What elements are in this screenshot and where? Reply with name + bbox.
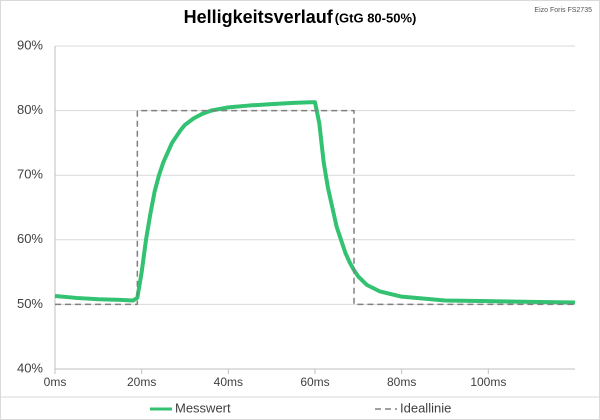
chart-subtitle: (GtG 80-50%) xyxy=(335,10,417,25)
series-line xyxy=(55,109,575,306)
annotation: Eizo Foris FS2735 xyxy=(534,7,592,14)
y-tick-label: 50% xyxy=(17,296,43,311)
y-tick-label: 90% xyxy=(17,37,43,52)
legend-label: Messwert xyxy=(175,400,231,415)
y-tick-label: 70% xyxy=(17,167,43,182)
x-tick-label: 60ms xyxy=(300,375,329,389)
series-line xyxy=(54,100,576,305)
y-tick-label: 80% xyxy=(17,102,43,117)
x-tick-label: 40ms xyxy=(214,375,243,389)
legend-label: Ideallinie xyxy=(400,400,451,415)
y-tick-label: 40% xyxy=(17,360,43,375)
y-tick-label: 60% xyxy=(17,231,43,246)
x-tick-label: 80ms xyxy=(387,375,416,389)
x-tick-label: 0ms xyxy=(44,375,67,389)
chart-title: Helligkeitsverlauf xyxy=(184,7,334,27)
x-tick-label: 20ms xyxy=(127,375,156,389)
x-tick-label: 100ms xyxy=(470,375,506,389)
